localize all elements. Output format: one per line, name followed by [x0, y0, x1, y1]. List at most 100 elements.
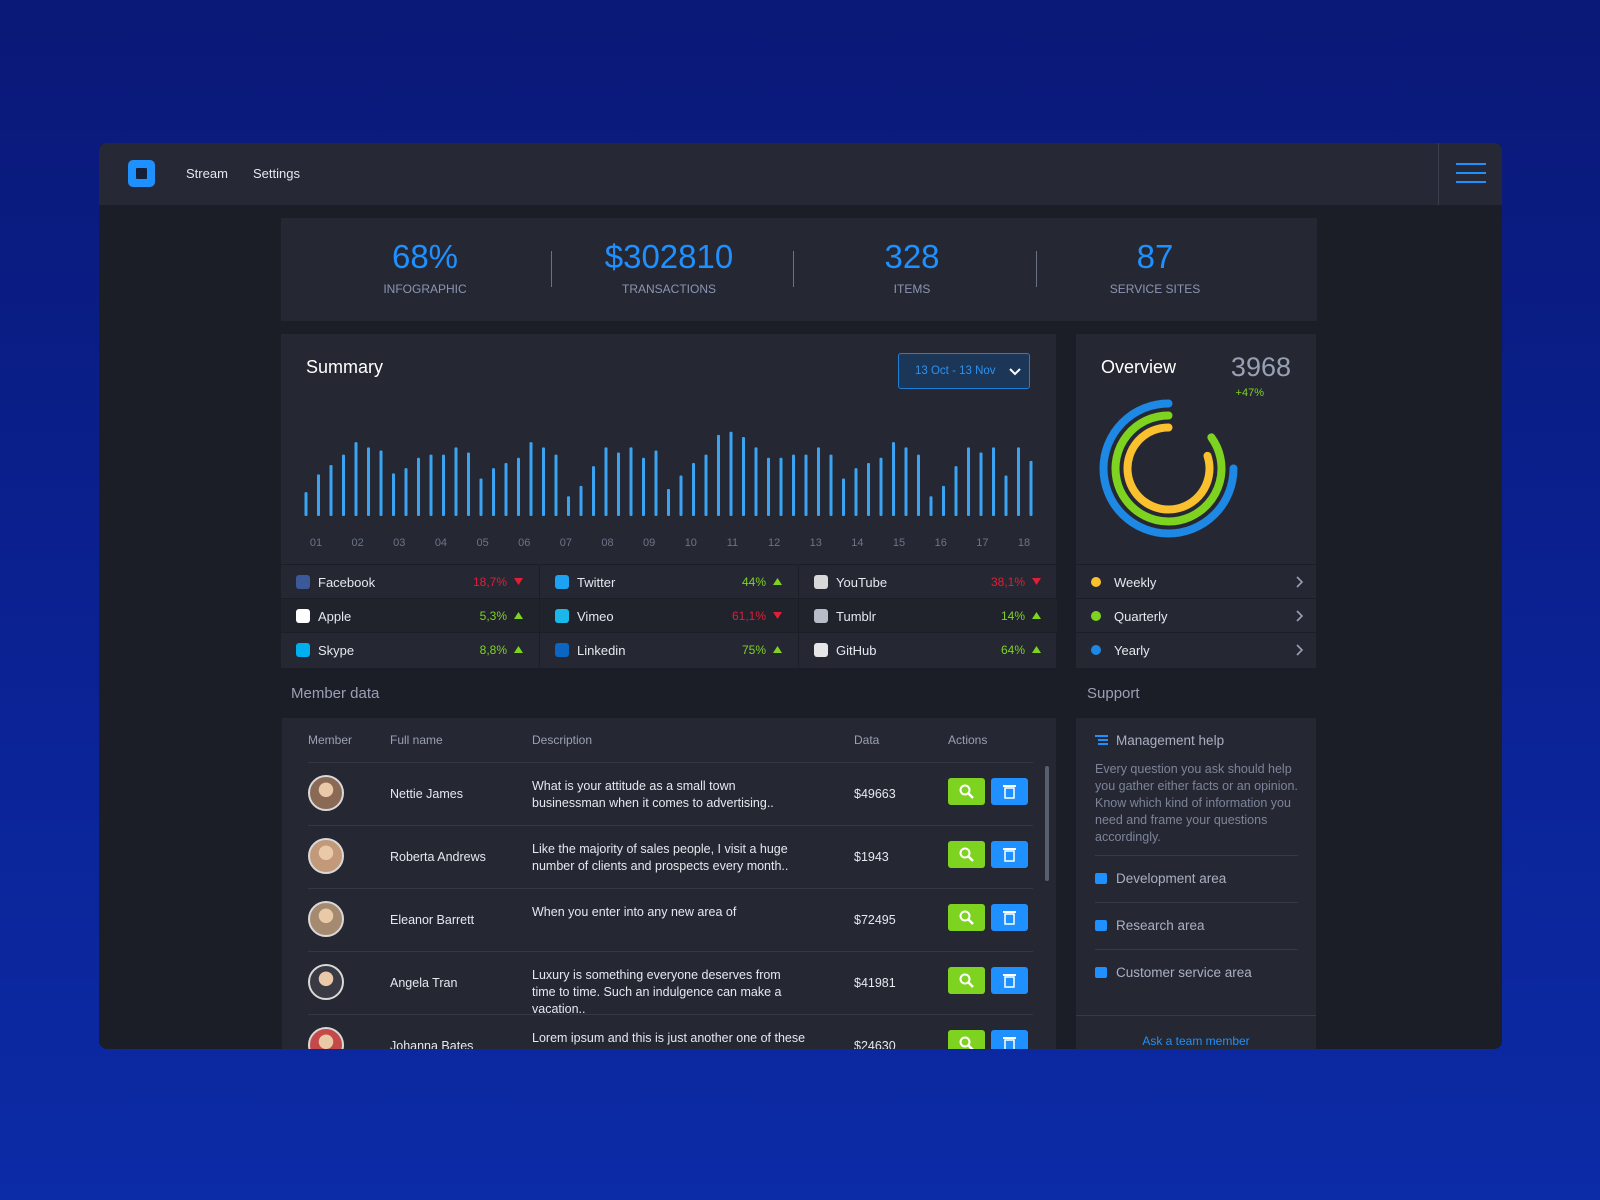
bar	[929, 496, 933, 516]
view-button[interactable]	[948, 967, 985, 994]
social-icon	[555, 575, 569, 589]
divider	[539, 633, 540, 667]
bar	[792, 454, 795, 516]
bar	[879, 457, 883, 516]
trash-icon	[1003, 848, 1016, 862]
x-tick-label: 18	[1018, 537, 1030, 549]
legend-row[interactable]: Quarterly	[1076, 598, 1316, 632]
legend-label: Quarterly	[1114, 609, 1168, 624]
donut-arc	[1099, 399, 1238, 538]
bar	[567, 496, 570, 516]
section-title: Support	[1087, 685, 1140, 702]
x-tick-label: 07	[560, 537, 572, 549]
view-button[interactable]	[948, 904, 985, 931]
trend-icon	[514, 612, 523, 619]
bar	[579, 485, 583, 516]
bin	[1004, 787, 1015, 799]
bar	[517, 457, 520, 516]
social-icon	[814, 609, 828, 623]
view-button[interactable]	[948, 778, 985, 805]
support-text: Every question you ask should help you g…	[1095, 762, 1298, 844]
row-divider	[308, 951, 1033, 952]
list-icon	[1095, 735, 1108, 745]
link-icon	[1095, 873, 1107, 884]
delete-button[interactable]	[991, 967, 1028, 994]
legend-row[interactable]: Weekly	[1076, 564, 1316, 598]
member-description: Like the majority of sales people, I vis…	[532, 842, 789, 873]
delete-button[interactable]	[991, 904, 1028, 931]
legend-dot	[1091, 611, 1101, 621]
section-title: Member data	[291, 685, 380, 702]
view-button[interactable]	[948, 841, 985, 868]
list-line	[1098, 743, 1108, 745]
trend-icon	[514, 646, 523, 653]
donut-chart	[1099, 399, 1238, 538]
x-tick-label: 17	[976, 537, 988, 549]
nav-item[interactable]: Settings	[253, 166, 300, 181]
handle	[967, 981, 974, 988]
trend-icon	[514, 578, 523, 585]
x-tick-label: 12	[768, 537, 780, 549]
social-row: Apple 5,3%	[281, 598, 540, 633]
delete-button[interactable]	[991, 778, 1028, 805]
lid	[1003, 1037, 1016, 1039]
handle	[967, 792, 974, 799]
trend-icon	[1032, 612, 1041, 619]
chevron	[1009, 368, 1021, 376]
stat-label: TRANSACTIONS	[621, 282, 716, 296]
bar	[492, 468, 495, 516]
legend-row[interactable]: Yearly	[1076, 632, 1316, 666]
bar	[554, 454, 558, 516]
social-name: Tumblr	[836, 609, 876, 624]
search-icon	[959, 784, 974, 799]
lid	[1003, 911, 1016, 913]
support-link[interactable]: Development area	[1116, 871, 1227, 886]
delete-button[interactable]	[991, 841, 1028, 868]
menu-button[interactable]	[1456, 161, 1486, 185]
legend-label: Weekly	[1114, 575, 1157, 590]
delete-button[interactable]	[991, 1030, 1028, 1049]
social-change: 61,1%	[731, 609, 766, 623]
bar	[454, 447, 458, 516]
stat-value: $302810	[604, 238, 734, 275]
stat-label: ITEMS	[893, 282, 931, 296]
trend-arrow	[514, 612, 523, 619]
social-icon	[296, 643, 310, 657]
footer-link[interactable]: Ask a team member	[1142, 1034, 1250, 1048]
overview-change: +47%	[1235, 387, 1264, 399]
member-name: Roberta Andrews	[390, 850, 486, 864]
support-link[interactable]: Research area	[1116, 918, 1205, 933]
x-tick-label: 11	[727, 537, 738, 549]
divider	[551, 251, 552, 287]
dropdown-icon	[1009, 368, 1021, 376]
divider	[798, 599, 799, 633]
bar	[704, 454, 708, 516]
bar	[779, 457, 783, 516]
date-picker[interactable]: 13 Oct - 13 Nov	[898, 353, 1030, 389]
logo[interactable]	[128, 160, 155, 187]
lid	[1003, 974, 1016, 976]
social-row: YouTube 38,1%	[799, 564, 1057, 598]
avatar	[308, 775, 344, 811]
bar	[742, 436, 745, 516]
donut-arc	[1111, 411, 1226, 526]
link-divider	[1095, 949, 1298, 950]
social-icon	[296, 609, 310, 623]
scrollbar[interactable]	[1045, 766, 1049, 881]
x-tick-label: 16	[935, 537, 947, 549]
x-tick-label: 06	[518, 537, 530, 549]
column-header: Actions	[948, 733, 988, 747]
trend-arrow	[514, 578, 523, 585]
bar	[854, 468, 858, 516]
chevron	[1296, 644, 1304, 656]
view-button[interactable]	[948, 1030, 985, 1049]
member-data: $1943	[854, 850, 889, 864]
support-link[interactable]: Customer service area	[1116, 965, 1252, 980]
bar	[542, 447, 545, 516]
bar	[754, 447, 758, 516]
avatar	[308, 964, 344, 1000]
row-divider	[308, 1014, 1033, 1015]
social-name: YouTube	[836, 575, 888, 590]
nav-item[interactable]: Stream	[186, 166, 228, 181]
divider	[1438, 143, 1439, 205]
